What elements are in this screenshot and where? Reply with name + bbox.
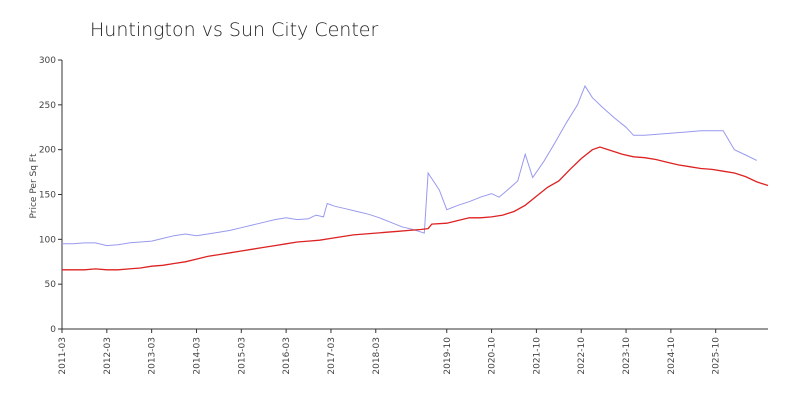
y-axis: 0 50 100 150 200 250 300 (39, 56, 63, 335)
y-tick-label: 150 (39, 191, 56, 201)
y-tick-label: 0 (50, 325, 56, 335)
x-tick-label: 2022-10 (577, 337, 587, 375)
series-line-1 (62, 84, 758, 247)
x-tick-label: 2013-03 (148, 337, 158, 375)
x-tick-label: 2017-03 (327, 337, 337, 375)
x-tick-label: 2016-03 (282, 337, 292, 375)
y-tick-label: 200 (39, 146, 56, 156)
y-tick-label: 100 (39, 235, 56, 245)
x-tick-label: 2019-10 (443, 337, 453, 375)
x-tick-label: 2012-03 (103, 337, 113, 375)
x-axis: 2011-03 2012-03 2013-03 2014-03 2015-03 2016-… (58, 328, 768, 375)
x-tick-label: 2023-10 (622, 337, 632, 375)
x-tick-label: 2018-03 (372, 337, 382, 375)
y-tick-label: 300 (39, 56, 56, 66)
x-tick-label: 2021-10 (532, 337, 542, 375)
x-tick-label: 2024-10 (667, 337, 677, 375)
x-tick-label: 2011-03 (58, 337, 68, 375)
y-tick-label: 250 (39, 101, 56, 111)
y-axis-label: Price Per Sq Ft (29, 153, 39, 218)
x-tick-label: 2014-03 (192, 337, 202, 375)
series-layer (62, 84, 769, 271)
x-tick-label: 2025-10 (712, 337, 722, 375)
y-tick-label: 50 (45, 280, 57, 290)
x-tick-label: 2020-10 (488, 337, 498, 375)
series-line-2 (62, 146, 769, 271)
chart-title: Huntington vs Sun City Center (90, 19, 378, 41)
x-tick-label: 2015-03 (237, 337, 247, 375)
